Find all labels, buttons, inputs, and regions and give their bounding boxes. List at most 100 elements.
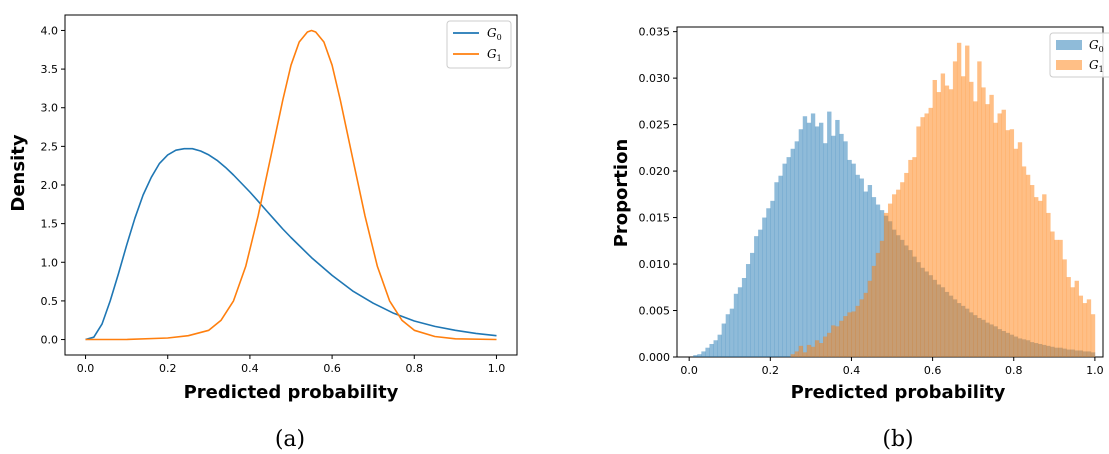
hist-bar-g0 [693,355,698,357]
hist-bar-g1 [1034,197,1039,357]
hist-bar-g1 [867,280,873,357]
hist-bar-g1 [1058,239,1063,357]
hist-bar-g1 [985,104,990,358]
legend-label-sub: 0 [1099,45,1104,54]
hist-bar-g1 [948,89,954,357]
b-xtick-label: 1.0 [1086,364,1104,377]
caption-a: (a) [275,427,305,452]
hist-bar-g0 [725,314,731,357]
hist-bar-g1 [847,312,852,357]
hist-bar-g0 [867,185,873,357]
hist-bar-g0 [823,143,828,357]
legend-label-sub: 0 [497,33,502,42]
hist-bar-g0 [863,191,868,357]
hist-bar-g0 [721,323,726,357]
hist-bar-g1 [1038,200,1043,357]
hist-bar-g1 [790,354,795,357]
hist-bar-g0 [802,116,808,358]
hist-bar-g0 [778,175,783,357]
legend-label-main: G [1089,58,1099,72]
hist-bar-g1 [916,126,921,358]
hist-bar-g1 [835,326,840,357]
a-xtick-label: 0.8 [406,362,424,375]
b-ytick-label: 0.015 [639,212,671,225]
hist-bar-g1 [892,194,897,357]
legend-label-main: G [1089,38,1099,52]
a-xtick-label: 0.6 [323,362,341,375]
hist-bar-g1 [924,113,929,357]
hist-bar-g1 [993,122,998,357]
b-xtick-label: 0.2 [762,364,780,377]
a-ytick-label: 1.0 [41,256,59,269]
a-ytick-label: 3.0 [41,102,59,115]
hist-bar-g0 [717,334,722,357]
hist-bar-g0 [790,148,795,357]
density-line-g0 [85,147,497,341]
hist-bar-g0 [782,163,787,357]
hist-bar-g0 [847,159,852,357]
hist-bar-g1 [1078,295,1084,357]
hist-bar-g0 [766,208,771,357]
hist-bar-g1 [896,189,901,357]
b-xtick-label: 0.6 [924,364,942,377]
hist-bar-g1 [973,101,978,358]
hist-bar-g0 [745,264,751,357]
b-xtick-label: 0.4 [843,364,861,377]
hist-bar-g1 [956,42,962,358]
panel-b: 0.0 0.2 0.4 0.6 0.8 1.0 0.000 0.005 0.010 0.015 0.… [611,26,1109,403]
hist-bar-g1 [883,212,889,357]
hist-bar-g0 [814,126,820,358]
a-xtick-label: 0.4 [241,362,259,375]
hist-bar-g0 [697,354,702,357]
b-xtick-label: 0.0 [680,364,698,377]
hist-bar-g0 [774,182,779,357]
hist-bar-g1 [875,252,881,357]
legend-label-sub: 1 [497,54,502,63]
hist-bar-g1 [1074,280,1079,357]
b-ytick-label: 0.005 [639,305,671,318]
hist-bar-g1 [1013,148,1019,357]
hist-bar-g0 [831,135,836,357]
hist-bar-g1 [1021,166,1027,357]
hist-bar-g0 [733,293,739,357]
hist-bar-g1 [1086,299,1092,357]
hist-bar-g1 [1054,239,1059,357]
hist-bar-g1 [1070,287,1075,357]
hist-bar-g1 [989,94,994,358]
hist-bar-g0 [701,351,706,357]
legend-label-main: G [487,26,497,40]
hist-bar-g1 [855,305,860,357]
legend-label-g0: G0 [487,26,502,42]
hist-bar-g1 [863,292,868,357]
hist-bar-g1 [997,113,1002,357]
legend-label-g1: G1 [487,47,502,63]
hist-bar-g0 [851,163,856,357]
hist-bar-g1 [1005,130,1010,357]
hist-bar-g1 [944,85,950,357]
b-ytick-label: 0.025 [639,119,671,132]
hist-bar-g0 [737,287,743,357]
hist-bar-g1 [806,344,812,357]
a-xtick-label: 0.2 [159,362,177,375]
hist-bar-g1 [1046,212,1051,357]
hist-bar-g1 [920,117,925,357]
hist-bar-g0 [705,347,710,357]
hist-bar-g1 [827,332,832,357]
hist-bar-g0 [741,277,747,357]
hist-bar-g1 [904,172,909,357]
caption-b: (b) [882,427,913,452]
hist-bar-g1 [977,61,982,357]
hist-bar-g1 [936,92,942,357]
hist-bar-g1 [819,343,824,357]
hist-bar-g1 [823,336,828,357]
hist-bar-g0 [839,133,844,357]
hist-bar-g1 [810,346,816,357]
hist-bar-g1 [912,157,917,357]
hist-bar-g0 [806,122,812,357]
hist-bar-g0 [794,141,800,357]
hist-bar-g0 [859,178,864,357]
hist-bar-g1 [887,203,893,357]
hist-bar-g0 [762,217,767,357]
ylabel-a: Density [8,134,29,211]
hist-bar-g1 [1001,109,1006,357]
